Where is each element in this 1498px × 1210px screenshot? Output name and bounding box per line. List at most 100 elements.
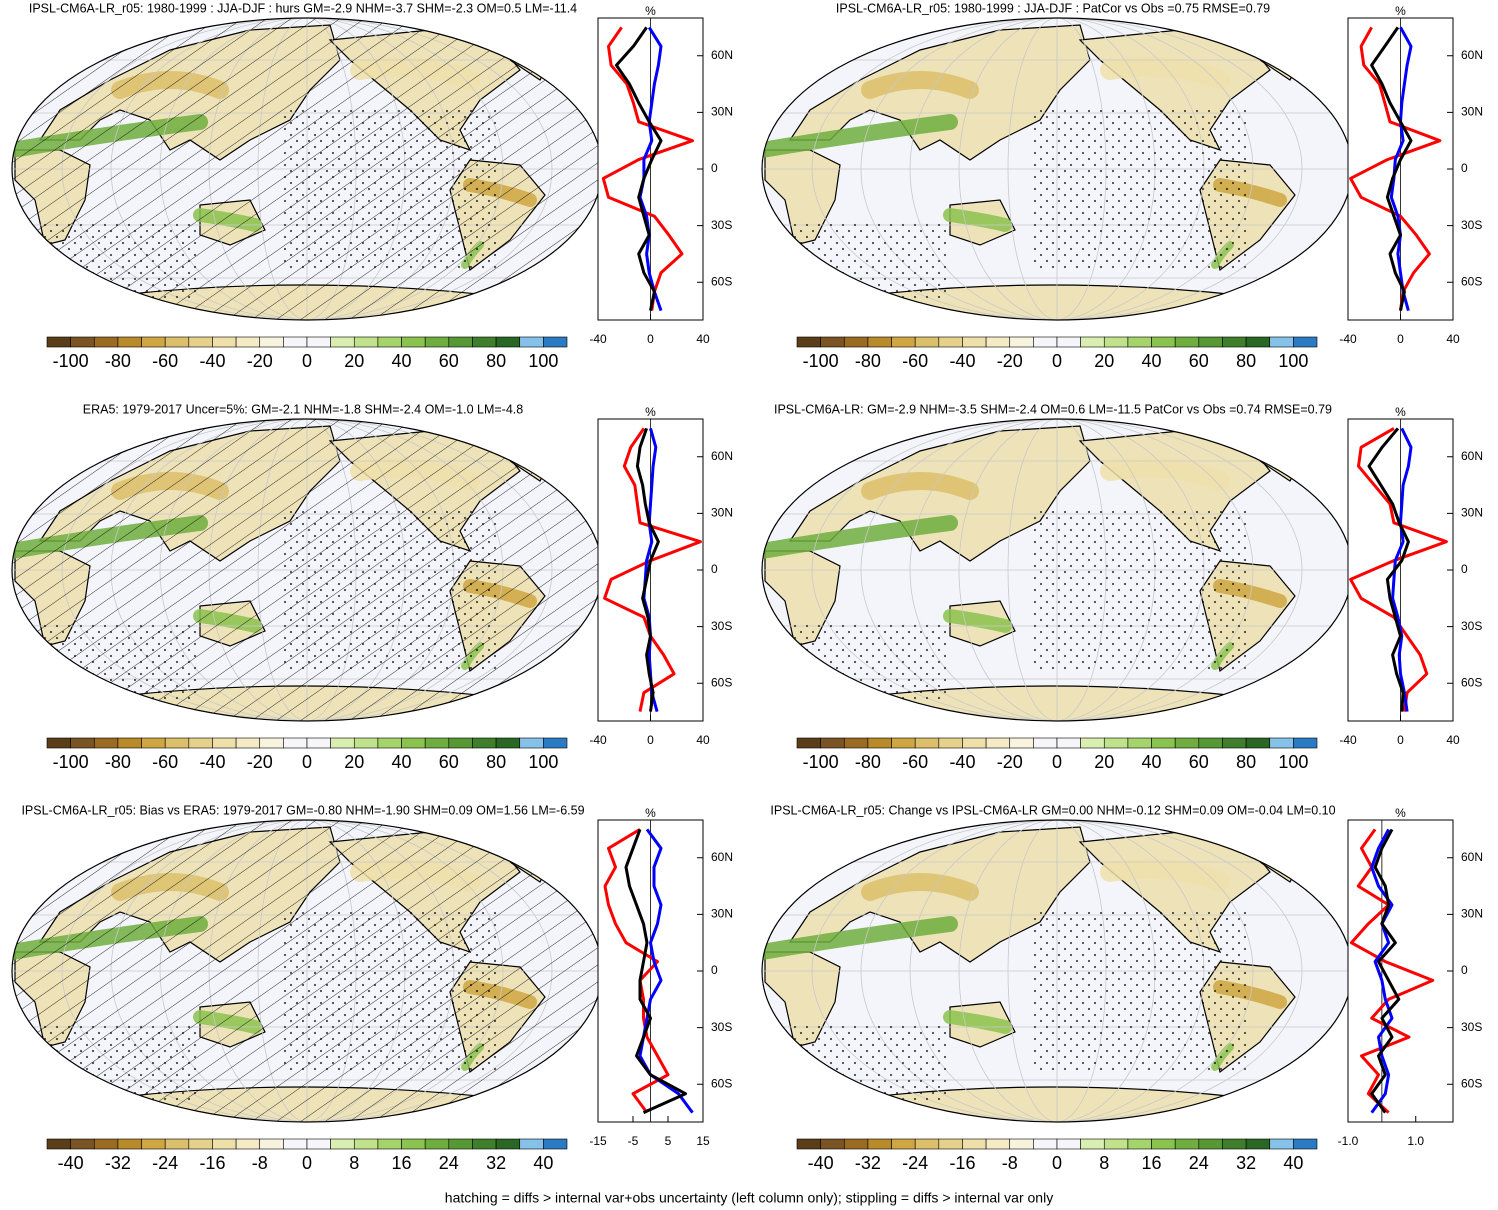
colorbar-box (46, 737, 71, 749)
x-tick-label: -40 (1339, 733, 1357, 747)
colorbar-label: 8 (1099, 1153, 1109, 1173)
panel-title: IPSL-CM6A-LR_r05: Change vs IPSL-CM6A-LR… (770, 803, 1335, 817)
colorbar-box (914, 737, 940, 749)
y-tick-label: 60N (1461, 850, 1483, 864)
colorbar-box (117, 1138, 142, 1150)
colorbar-label: 20 (344, 752, 364, 772)
colorbar-box (1245, 336, 1271, 348)
colorbar-label: 24 (1189, 1153, 1209, 1173)
map-content (762, 419, 1352, 731)
colorbar-box (938, 1138, 963, 1150)
colorbar-label: -20 (997, 351, 1023, 371)
y-tick-label: 60S (711, 675, 732, 689)
colorbar-box (1080, 737, 1105, 749)
colorbar-box (1033, 737, 1058, 749)
colorbar-box (1127, 737, 1152, 749)
x-tick-label: 1.0 (1407, 1134, 1424, 1148)
colorbar-box (1127, 1138, 1152, 1150)
colorbar-box (867, 737, 892, 749)
colorbar-label: 0 (302, 1153, 312, 1173)
map (761, 418, 1353, 731)
colorbar-box (259, 1138, 284, 1150)
map (11, 418, 603, 722)
zonal-line (635, 427, 660, 712)
colorbar-box (796, 336, 821, 348)
colorbar-label: 80 (486, 351, 506, 371)
colorbar-label: 16 (392, 1153, 412, 1173)
map-body (762, 820, 1352, 1132)
colorbar-label: -40 (199, 752, 225, 772)
colorbar-label: 80 (486, 752, 506, 772)
colorbar-label: 0 (302, 752, 312, 772)
x-tick-label: 40 (1446, 332, 1460, 346)
colorbar-box (1056, 336, 1081, 348)
colorbar-label: 0 (1052, 351, 1062, 371)
colorbar-label: -80 (855, 351, 881, 371)
colorbar-box (70, 1138, 95, 1150)
y-tick-label: 30N (711, 506, 733, 520)
colorbar-label: 100 (528, 752, 558, 772)
map-body (762, 18, 1352, 330)
y-tick-label: 60S (1461, 1076, 1482, 1090)
colorbar-box (377, 737, 402, 749)
panel-title: IPSL-CM6A-LR_r05: 1980-1999 : JJA-DJF : … (836, 1, 1270, 15)
zonal-line (603, 828, 670, 1114)
zonal-line (601, 26, 694, 311)
colorbar-box (796, 1138, 821, 1150)
colorbar-box (985, 737, 1011, 749)
colorbar-label: -100 (53, 351, 89, 371)
colorbar-label: 8 (349, 1153, 359, 1173)
x-tick-label: -40 (589, 733, 607, 747)
y-tick-label: 0 (711, 963, 718, 977)
colorbar-box (1009, 737, 1034, 749)
colorbar-label: -40 (199, 351, 225, 371)
y-tick-label: 30S (711, 218, 732, 232)
map-body (12, 419, 602, 721)
colorbar-box (117, 737, 142, 749)
x-tick-label: -40 (1339, 332, 1357, 346)
colorbar-box (330, 737, 355, 749)
map (11, 17, 603, 321)
y-tick-label: 30N (1461, 907, 1483, 921)
colorbar-box (796, 737, 821, 749)
panel-title: IPSL-CM6A-LR_r05: 1980-1999 : JJA-DJF : … (29, 1, 577, 15)
colorbar-box (543, 737, 568, 749)
x-axis-title: % (645, 405, 656, 419)
colorbar-box (495, 737, 521, 749)
colorbar-box (1269, 336, 1294, 348)
colorbar-box (543, 1138, 568, 1150)
colorbar-box (938, 737, 963, 749)
colorbar-box (306, 336, 331, 348)
zonal-line (1370, 828, 1394, 1114)
x-axis-title: % (1395, 4, 1406, 18)
colorbar-box (164, 737, 190, 749)
colorbar-box (914, 336, 940, 348)
colorbar-box (424, 1138, 450, 1150)
colorbar-label: 40 (1142, 351, 1162, 371)
colorbar-box (985, 336, 1011, 348)
x-tick-label: -15 (589, 1134, 607, 1148)
colorbar-label: 20 (1094, 752, 1114, 772)
colorbar-box (1103, 737, 1129, 749)
colorbar-box (401, 737, 426, 749)
colorbar-box (377, 1138, 402, 1150)
x-axis-title: % (645, 806, 656, 820)
colorbar-box (212, 737, 237, 749)
colorbar-box (938, 336, 963, 348)
x-tick-label: 40 (696, 332, 710, 346)
y-tick-label: 0 (711, 562, 718, 576)
colorbar-label: 20 (344, 351, 364, 371)
zonal-line (642, 427, 659, 713)
colorbar-box (141, 336, 166, 348)
colorbar-label: 20 (1094, 351, 1114, 371)
colorbar-box (117, 336, 142, 348)
zonal-line (614, 26, 663, 311)
colorbar-box (164, 336, 190, 348)
colorbar-label: 80 (1236, 752, 1256, 772)
y-tick-label: 60N (711, 850, 733, 864)
colorbar-label: -40 (949, 752, 975, 772)
colorbar-label: -80 (105, 752, 131, 772)
colorbar-box (1222, 737, 1247, 749)
y-tick-label: 30N (1461, 105, 1483, 119)
map (11, 819, 603, 1123)
